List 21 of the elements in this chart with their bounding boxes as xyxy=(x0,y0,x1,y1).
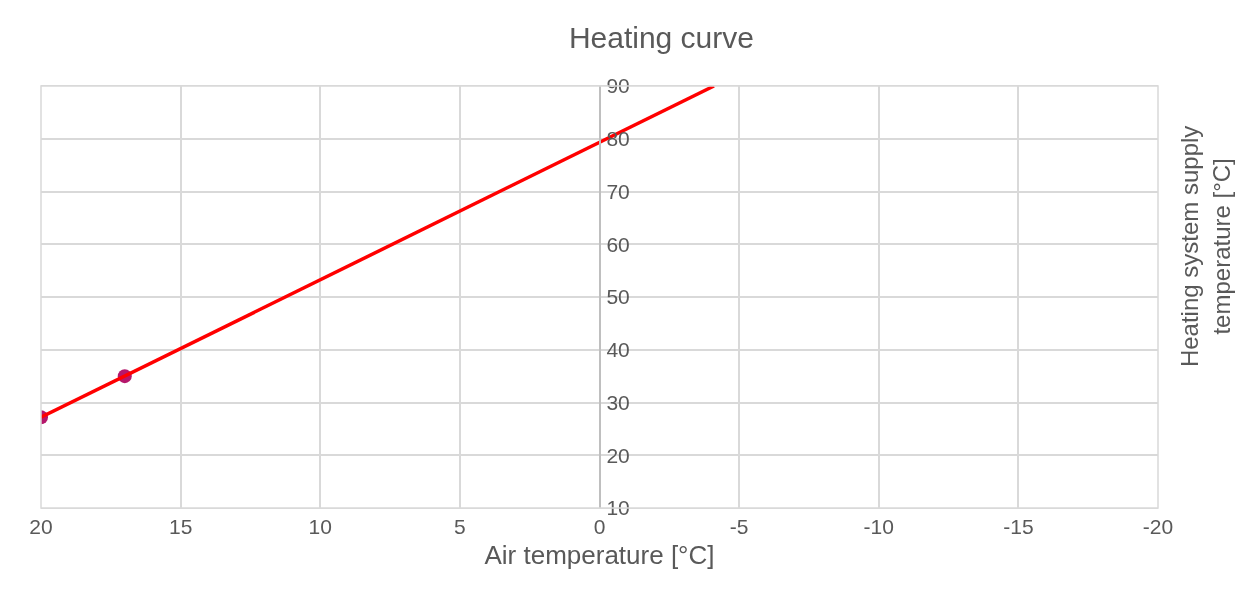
y-tick-label: 10 xyxy=(606,496,630,520)
x-tick-label: -20 xyxy=(1142,515,1174,539)
chart-title: Heating curve xyxy=(568,21,754,55)
x-tick-label: -15 xyxy=(1003,515,1034,539)
y-tick-label: 60 xyxy=(606,232,630,256)
x-tick-label: 0 xyxy=(593,515,606,539)
y-tick-label: 40 xyxy=(606,338,630,362)
y-axis-title: Heating system supply temperature [°C] xyxy=(1176,125,1235,368)
x-tick-label: 10 xyxy=(308,515,332,539)
x-tick-label: 20 xyxy=(29,515,53,539)
x-axis-title: Air temperature [°C] xyxy=(484,539,715,570)
y-tick-label: 80 xyxy=(606,127,630,151)
y-tick-label: 30 xyxy=(606,390,630,414)
y-tick-label: 20 xyxy=(606,443,630,467)
x-tick-label: 15 xyxy=(168,515,193,539)
y-tick-label: 90 xyxy=(606,74,630,98)
x-tick-label: -5 xyxy=(729,515,749,539)
x-tick-label: -10 xyxy=(863,515,894,539)
y-tick-label: 50 xyxy=(606,285,630,309)
y-tick-label: 70 xyxy=(606,179,630,203)
x-tick-label: 5 xyxy=(454,515,466,539)
